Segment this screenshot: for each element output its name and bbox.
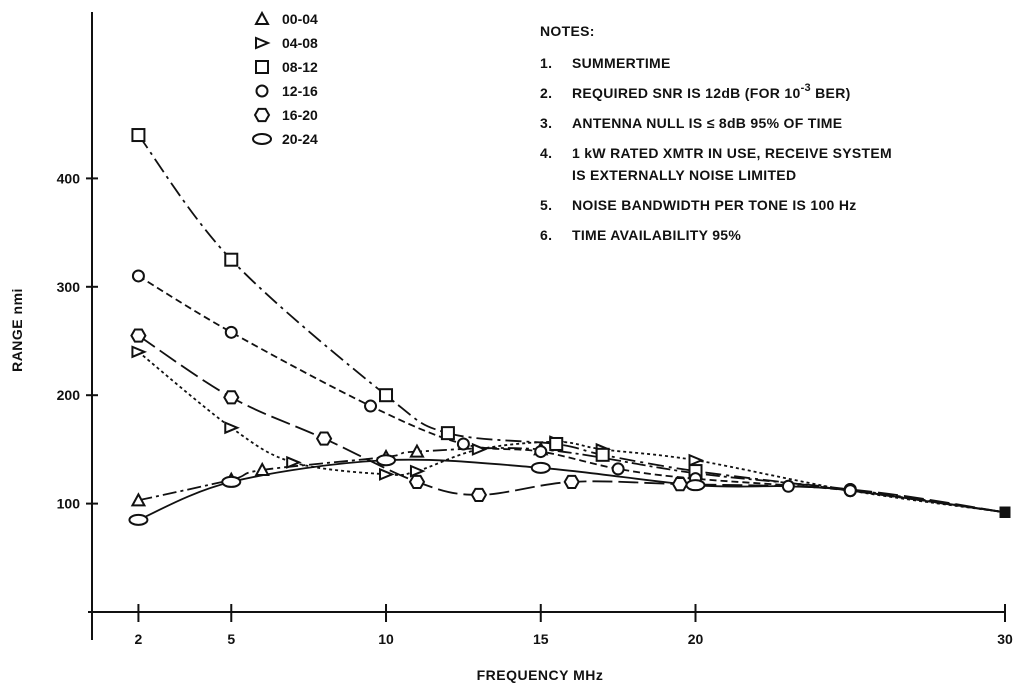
data-point-08-12 <box>440 426 455 441</box>
x-axis-title: FREQUENCY MHz <box>477 667 604 683</box>
data-point-12-16 <box>534 445 548 459</box>
legend-marker-20-24 <box>252 133 272 145</box>
legend-marker-04-08 <box>255 36 271 50</box>
note-text: 1 kW RATED XMTR IN USE, RECEIVE SYSTEM <box>572 145 892 161</box>
data-point-12-16 <box>224 325 238 339</box>
data-point-04-08 <box>688 453 705 467</box>
legend: 00-04 04-08 08-12 12-16 16-20 20-24 <box>252 10 318 147</box>
legend-label: 00-04 <box>282 11 318 27</box>
data-point-08-12 <box>379 388 394 403</box>
data-point-16-20 <box>223 390 240 405</box>
x-tick-label: 10 <box>378 631 394 647</box>
x-tick-label: 30 <box>997 631 1013 647</box>
note-number: 5. <box>540 197 552 213</box>
data-point-16-20 <box>315 431 333 446</box>
legend-marker-08-12 <box>255 60 269 74</box>
data-point-20-24 <box>376 454 397 467</box>
data-point-00-04 <box>409 443 425 458</box>
data-point-16-20 <box>470 487 488 502</box>
data-point-08-12 <box>549 436 564 451</box>
data-point-04-08 <box>409 464 426 478</box>
series-line-04-08 <box>137 351 1006 514</box>
note-number: 3. <box>540 115 552 131</box>
note-text-main: TIME AVAILABILITY 95% <box>572 227 741 243</box>
note-text: TIME AVAILABILITY 95% <box>572 227 741 243</box>
data-point-16-20 <box>130 328 147 343</box>
data-point-12-16 <box>456 437 470 451</box>
note-text: SUMMERTIME <box>572 55 671 71</box>
legend-marker-00-04 <box>254 10 270 25</box>
y-tick-label: 400 <box>57 170 81 186</box>
y-ticks: 100 200 300 400 <box>57 170 98 512</box>
y-tick-label: 100 <box>57 496 81 512</box>
data-point-16-20 <box>671 477 689 492</box>
data-point-20-24 <box>685 479 706 492</box>
x-ticks: 2 5 10 15 20 30 <box>135 604 1013 647</box>
data-point-20-24 <box>781 479 795 493</box>
data-point-12-16 <box>131 269 145 283</box>
note-number: 6. <box>540 227 552 243</box>
series-markers <box>128 128 1011 526</box>
note-continuation: IS EXTERNALLY NOISE LIMITED <box>572 167 796 183</box>
note-text-main: 1 kW RATED XMTR IN USE, RECEIVE SYSTEM <box>572 145 892 161</box>
y-tick-label: 200 <box>57 387 81 403</box>
note-text-main: SUMMERTIME <box>572 55 671 71</box>
note-text-main: ANTENNA NULL IS ≤ 8dB 95% OF TIME <box>572 115 842 131</box>
data-point-00-04 <box>254 461 270 476</box>
note-text-main: NOISE BANDWIDTH PER TONE IS 100 Hz <box>572 197 857 213</box>
data-point-04-08 <box>131 345 148 359</box>
note-text: NOISE BANDWIDTH PER TONE IS 100 Hz <box>572 197 857 213</box>
notes-block: NOTES: 1. SUMMERTIME 2. REQUIRED SNR IS 12d… <box>540 23 892 243</box>
legend-marker-12-16 <box>255 84 269 98</box>
data-point-16-20 <box>563 474 580 489</box>
data-point-00-04 <box>130 492 147 507</box>
data-point-08-12 <box>131 128 146 143</box>
data-point-04-08 <box>224 421 240 435</box>
data-point-20-24 <box>843 484 857 498</box>
data-point-12-16 <box>364 399 378 413</box>
legend-label: 04-08 <box>282 35 318 51</box>
note-text: REQUIRED SNR IS 12dB (FOR 10-3 BER) <box>572 82 851 101</box>
legend-label: 16-20 <box>282 107 318 123</box>
data-point-12-16 <box>611 462 625 476</box>
data-point-16-20 <box>408 474 426 489</box>
series-endpoint-20-24 <box>999 506 1011 518</box>
axes <box>88 12 1005 640</box>
note-number: 4. <box>540 145 552 161</box>
y-axis-title: RANGE nmi <box>9 288 25 372</box>
legend-label: 20-24 <box>282 131 318 147</box>
data-point-20-24 <box>221 475 242 488</box>
note-superscript: -3 <box>801 82 811 94</box>
x-tick-label: 20 <box>688 631 704 647</box>
notes-title: NOTES: <box>540 23 595 39</box>
note-number: 1. <box>540 55 552 71</box>
data-point-04-08 <box>286 455 302 469</box>
note-text-main: REQUIRED SNR IS 12dB (FOR 10 <box>572 85 801 101</box>
data-point-08-12 <box>595 447 610 462</box>
x-tick-label: 5 <box>227 631 235 647</box>
data-point-08-12 <box>224 252 239 267</box>
series-lines <box>137 134 1006 521</box>
data-point-04-08 <box>471 442 488 456</box>
note-text: ANTENNA NULL IS ≤ 8dB 95% OF TIME <box>572 115 842 131</box>
y-tick-label: 300 <box>57 279 81 295</box>
series-line-08-12 <box>137 134 1006 514</box>
data-point-20-24 <box>128 513 149 526</box>
legend-marker-16-20 <box>253 107 271 123</box>
note-number: 2. <box>540 85 552 101</box>
x-tick-label: 15 <box>533 631 549 647</box>
legend-label: 08-12 <box>282 59 318 75</box>
note-text-after: BER) <box>811 85 851 101</box>
x-tick-label: 2 <box>135 631 143 647</box>
data-point-04-08 <box>379 467 395 481</box>
data-point-20-24 <box>530 461 551 474</box>
legend-label: 12-16 <box>282 83 318 99</box>
